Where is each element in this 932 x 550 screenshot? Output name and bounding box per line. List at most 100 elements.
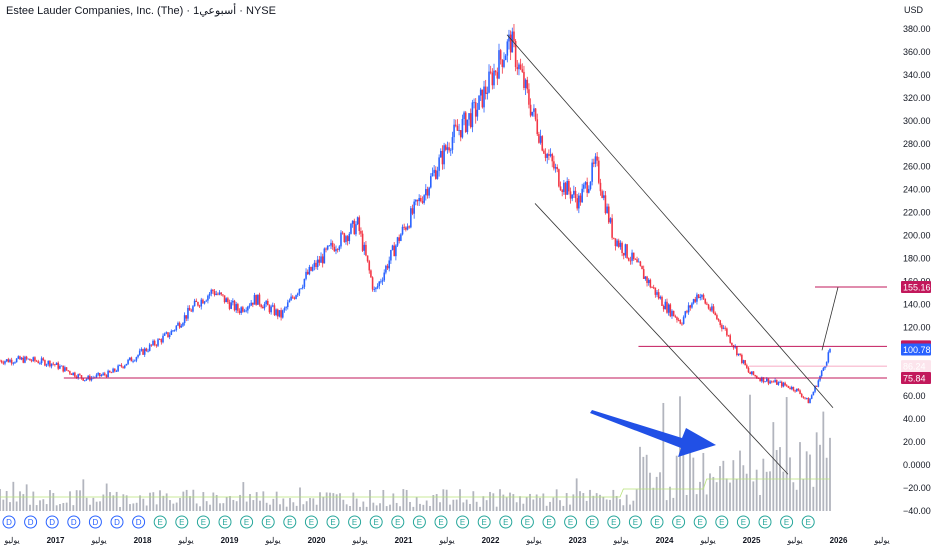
volume-bar bbox=[209, 504, 211, 511]
candle-body bbox=[168, 334, 171, 337]
volume-bar bbox=[89, 504, 91, 511]
volume-bar bbox=[275, 491, 278, 511]
candle-body bbox=[662, 305, 665, 310]
candle-body bbox=[35, 360, 38, 362]
candle-body bbox=[210, 289, 213, 294]
volume-bar bbox=[622, 505, 625, 511]
volume-bar bbox=[259, 500, 261, 511]
candle-body bbox=[446, 147, 449, 150]
candle-body bbox=[401, 226, 404, 235]
candle-body bbox=[278, 310, 281, 317]
volume-bar bbox=[629, 504, 631, 511]
volume-bar bbox=[75, 490, 78, 511]
y-tick-label: −40.00 bbox=[903, 506, 931, 516]
candle-body bbox=[187, 307, 189, 319]
earnings-marker-e bbox=[715, 515, 729, 529]
candle-body bbox=[644, 276, 647, 279]
candle-body bbox=[509, 34, 512, 53]
volume-bar bbox=[269, 504, 271, 511]
candle-body bbox=[756, 376, 758, 379]
volume-bar bbox=[175, 502, 178, 511]
candle-body bbox=[107, 370, 109, 378]
candle-body bbox=[232, 300, 234, 303]
volume-bar bbox=[692, 457, 695, 511]
candle-body bbox=[333, 246, 336, 252]
candle-body bbox=[380, 281, 382, 283]
volume-bar bbox=[185, 489, 188, 511]
volume-bar bbox=[52, 493, 55, 511]
candle-body bbox=[471, 102, 474, 128]
earnings-marker-e bbox=[672, 515, 686, 529]
volume-bar bbox=[225, 497, 228, 511]
candle-body bbox=[443, 145, 445, 165]
volume-bar bbox=[25, 484, 28, 511]
candle-body bbox=[108, 370, 111, 373]
volume-bar bbox=[219, 503, 221, 511]
volume-bar bbox=[735, 478, 738, 511]
candle-body bbox=[37, 361, 40, 364]
volume-bar bbox=[519, 496, 521, 511]
volume-bar bbox=[405, 489, 408, 511]
candle-body bbox=[350, 223, 352, 234]
volume-bar bbox=[375, 505, 378, 511]
candle-body bbox=[436, 170, 439, 179]
earnings-marker-label: E bbox=[676, 518, 681, 527]
y-tick-label: −20.00 bbox=[903, 483, 931, 493]
volume-bar bbox=[612, 489, 615, 511]
candle-body bbox=[596, 156, 598, 161]
volume-bar bbox=[445, 489, 448, 511]
volume-bar bbox=[49, 490, 51, 511]
candle-body bbox=[709, 308, 712, 311]
candle-body bbox=[105, 374, 108, 378]
earnings-marker-e bbox=[348, 515, 362, 529]
candle-body bbox=[506, 41, 509, 56]
volume-bar bbox=[802, 478, 805, 511]
volume-bar bbox=[549, 501, 551, 511]
candle-body bbox=[777, 382, 780, 385]
volume-layer bbox=[0, 394, 831, 511]
candle-body bbox=[69, 371, 71, 374]
candle-body bbox=[449, 149, 452, 151]
candle-body bbox=[291, 296, 294, 298]
volume-bar bbox=[809, 454, 811, 511]
candle-body bbox=[242, 307, 244, 312]
candle-body bbox=[646, 276, 648, 284]
earnings-marker-e bbox=[780, 515, 794, 529]
candle-body bbox=[607, 206, 610, 223]
volume-bar bbox=[255, 492, 258, 511]
earnings-marker-e bbox=[412, 515, 426, 529]
volume-bar bbox=[825, 457, 828, 511]
candle-body bbox=[80, 375, 83, 379]
candle-body bbox=[672, 310, 675, 317]
price-badge-label: 100.78 bbox=[903, 345, 931, 355]
earnings-marker-label: E bbox=[525, 518, 530, 527]
candle-body bbox=[365, 244, 367, 256]
candle-body bbox=[676, 317, 678, 320]
candle-body bbox=[60, 365, 63, 367]
candle-body bbox=[794, 390, 796, 392]
y-tick-label: 340.00 bbox=[903, 70, 931, 80]
candle-body bbox=[263, 304, 266, 309]
volume-bar bbox=[119, 506, 121, 511]
earnings-marker-d bbox=[132, 515, 146, 529]
candle-body bbox=[591, 162, 593, 182]
candle-body bbox=[293, 297, 296, 299]
candle-body bbox=[163, 333, 166, 336]
candle-body bbox=[2, 362, 5, 364]
volume-bar bbox=[29, 504, 31, 511]
candle-body bbox=[706, 303, 708, 305]
earnings-marker-label: E bbox=[244, 518, 249, 527]
candle-body bbox=[14, 362, 16, 364]
volume-bar bbox=[155, 504, 158, 511]
candle-body bbox=[175, 325, 178, 331]
candle-body bbox=[529, 104, 532, 116]
volume-bar bbox=[205, 501, 208, 511]
candle-body bbox=[340, 232, 342, 247]
volume-bar bbox=[509, 492, 511, 511]
candle-body bbox=[654, 287, 657, 295]
candle-body bbox=[767, 378, 770, 384]
volume-bar bbox=[359, 506, 361, 511]
x-tick-label: 2026 bbox=[830, 536, 848, 545]
volume-bar bbox=[555, 489, 558, 511]
